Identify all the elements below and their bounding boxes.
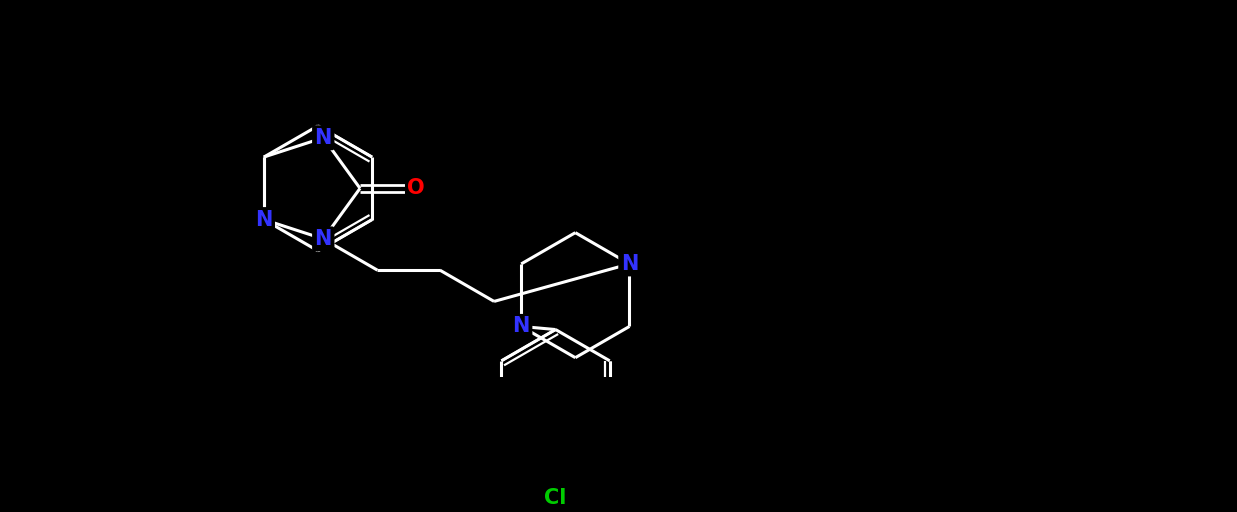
Text: Cl: Cl [544, 488, 567, 508]
Text: N: N [512, 316, 529, 336]
Text: N: N [621, 254, 638, 274]
Text: N: N [255, 209, 272, 229]
Text: O: O [407, 178, 426, 198]
Text: N: N [314, 229, 332, 249]
Text: N: N [314, 128, 332, 148]
